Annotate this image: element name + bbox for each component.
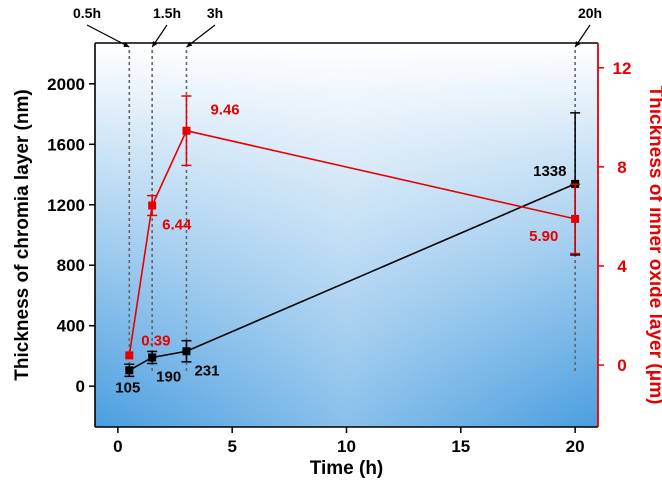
annotation-arrowhead-2 <box>186 41 193 47</box>
y-left-tick-label-4: 1600 <box>47 135 85 154</box>
axes: 0 5 10 15 20 0 400 800 1200 1600 2000 0 4 8 12 <box>47 42 632 456</box>
series-0-data-label-1: 190 <box>156 368 181 385</box>
series-1-data-label-2: 9.46 <box>210 102 239 119</box>
annotation-label-1: 1.5h <box>153 5 181 21</box>
y-right-tick-label-2: 8 <box>617 158 626 177</box>
time-annotations: 0.5h 1.5h 3h 20h <box>73 5 602 372</box>
series-0-line <box>128 183 576 372</box>
y-left-tick-label-0: 0 <box>76 377 85 396</box>
x-tick-label-4: 20 <box>566 437 585 456</box>
annotation-label-0: 0.5h <box>73 5 101 21</box>
y-right-tick-label-0: 0 <box>617 356 626 375</box>
series-1-point-2 <box>182 126 191 135</box>
series-1-point-0 <box>125 351 134 360</box>
series-0-data-label-0: 105 <box>115 379 140 396</box>
y-left-tick-label-1: 400 <box>57 317 85 336</box>
y-right-tick-label-3: 12 <box>613 59 632 78</box>
series-1-data-label-3: 5.90 <box>529 228 558 245</box>
series-0-data-label-3: 1338 <box>533 163 566 180</box>
y-right-tick-label-1: 4 <box>617 257 627 276</box>
y-axis-left-title: Thickness of chromia layer (nm) <box>12 89 33 380</box>
y-left-tick-label-5: 2000 <box>47 75 85 94</box>
y-left-tick-label-3: 1200 <box>47 196 85 215</box>
series-1-point-1 <box>148 201 157 210</box>
series-1-data-label-0: 0.39 <box>141 332 170 349</box>
plot-area-sheen <box>95 43 598 427</box>
series-1-point-3 <box>571 214 580 223</box>
series-1-data-label-1: 6.44 <box>162 217 192 234</box>
annotation-label-2: 3h <box>207 5 223 21</box>
y-left-tick-label-2: 800 <box>57 256 85 275</box>
series-0-point-0 <box>125 366 134 375</box>
data-layer: 105 190 231 1338 0.39 6.44 9.46 5.90 <box>115 95 581 396</box>
x-tick-label-1: 5 <box>227 437 236 456</box>
x-tick-label-0: 0 <box>113 437 122 456</box>
y-axis-right-title: Thickness of inner oxide layer (μm) <box>645 86 662 405</box>
series-0-point-1 <box>148 353 157 362</box>
series-0-data-label-2: 231 <box>194 362 219 379</box>
x-tick-label-2: 10 <box>337 437 356 456</box>
x-tick-label-3: 15 <box>451 437 470 456</box>
x-axis-title: Time (h) <box>310 458 384 479</box>
series-0-point-2 <box>182 347 191 356</box>
annotation-label-3: 20h <box>578 5 602 21</box>
series-1-line <box>128 129 576 356</box>
plot-background <box>95 43 598 427</box>
annotation-arrowhead-0 <box>123 42 130 47</box>
